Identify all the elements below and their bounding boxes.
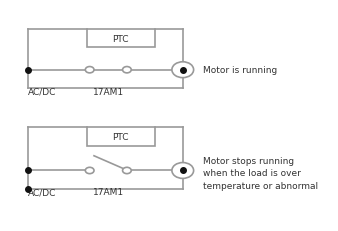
FancyBboxPatch shape [87,128,155,146]
FancyBboxPatch shape [87,30,155,48]
Text: 17AM1: 17AM1 [93,188,124,197]
Text: AC/DC: AC/DC [28,188,56,197]
Circle shape [123,67,131,73]
Text: M: M [179,166,187,175]
Circle shape [172,163,194,179]
Text: AC/DC: AC/DC [28,87,56,96]
Text: PTC: PTC [113,132,129,141]
Text: Motor is running: Motor is running [203,66,277,75]
Circle shape [85,67,94,73]
Text: PTC: PTC [113,34,129,43]
Text: temperature or abnormal: temperature or abnormal [203,181,318,190]
Circle shape [123,167,131,174]
Text: when the load is over: when the load is over [203,169,301,178]
Circle shape [172,63,194,78]
Circle shape [85,167,94,174]
Text: Motor stops running: Motor stops running [203,156,294,165]
Text: 17AM1: 17AM1 [93,87,124,96]
Text: M: M [179,66,187,75]
